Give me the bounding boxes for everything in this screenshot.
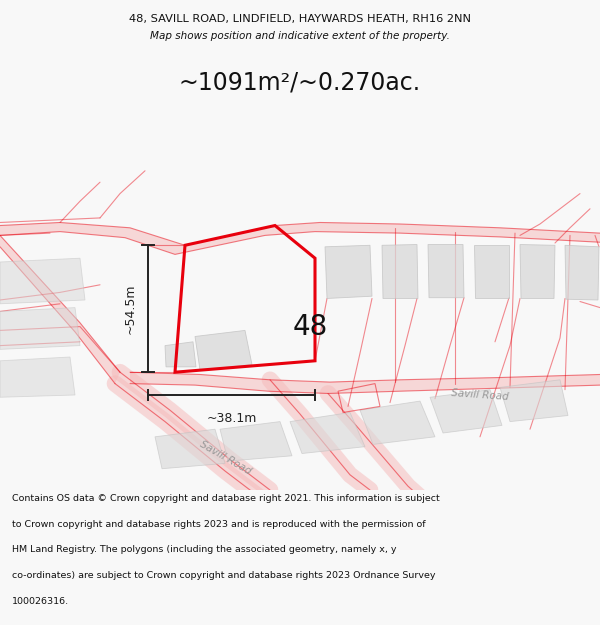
- Polygon shape: [325, 245, 372, 299]
- Text: Map shows position and indicative extent of the property.: Map shows position and indicative extent…: [150, 31, 450, 41]
- Polygon shape: [155, 429, 225, 469]
- Text: 48, SAVILL ROAD, LINDFIELD, HAYWARDS HEATH, RH16 2NN: 48, SAVILL ROAD, LINDFIELD, HAYWARDS HEA…: [129, 14, 471, 24]
- Text: 100026316.: 100026316.: [12, 597, 69, 606]
- Polygon shape: [430, 389, 502, 433]
- Polygon shape: [360, 401, 435, 444]
- Polygon shape: [290, 412, 365, 454]
- Text: ~54.5m: ~54.5m: [124, 284, 137, 334]
- Polygon shape: [520, 244, 555, 299]
- Polygon shape: [165, 342, 196, 367]
- Polygon shape: [428, 244, 464, 298]
- Polygon shape: [0, 308, 80, 349]
- Polygon shape: [0, 236, 120, 384]
- Polygon shape: [382, 244, 418, 299]
- Text: HM Land Registry. The polygons (including the associated geometry, namely x, y: HM Land Registry. The polygons (includin…: [12, 546, 397, 554]
- Text: co-ordinates) are subject to Crown copyright and database rights 2023 Ordnance S: co-ordinates) are subject to Crown copyr…: [12, 571, 436, 580]
- Text: Contains OS data © Crown copyright and database right 2021. This information is : Contains OS data © Crown copyright and d…: [12, 494, 440, 503]
- Text: Savill Road: Savill Road: [451, 388, 509, 402]
- Polygon shape: [0, 222, 600, 254]
- Polygon shape: [195, 331, 252, 370]
- Text: Savill Road: Savill Road: [197, 439, 253, 477]
- Text: ~38.1m: ~38.1m: [206, 412, 257, 425]
- Text: to Crown copyright and database rights 2023 and is reproduced with the permissio: to Crown copyright and database rights 2…: [12, 520, 425, 529]
- Text: 48: 48: [292, 312, 328, 341]
- Text: ~1091m²/~0.270ac.: ~1091m²/~0.270ac.: [179, 71, 421, 94]
- Polygon shape: [0, 357, 75, 398]
- Polygon shape: [220, 422, 292, 461]
- Polygon shape: [130, 372, 600, 394]
- Polygon shape: [474, 244, 509, 298]
- Polygon shape: [0, 258, 85, 304]
- Polygon shape: [500, 380, 568, 422]
- Polygon shape: [565, 245, 599, 300]
